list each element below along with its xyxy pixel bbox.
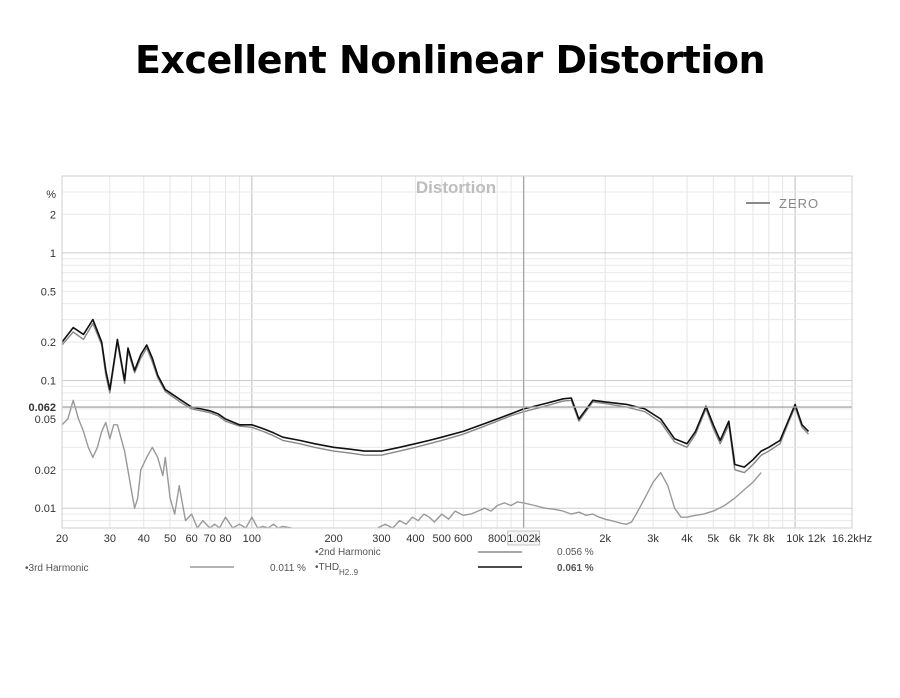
legend-3rd-harmonic-value: 0.011 % [270,563,306,574]
x-tick-label: 500 [433,533,451,545]
x-tick-label: 16.2kHz [832,533,872,545]
y-tick-label: 0.05 [35,414,56,426]
x-tick-label: 800 [488,533,506,545]
y-tick-label: 2 [50,209,56,221]
legend-thd-subscript: H2..9 [339,568,359,577]
x-tick-label: 5k [708,533,720,545]
x-tick-label: 600 [454,533,472,545]
bottom-legend: •2nd Harmonic 0.056 % •3rd Harmonic 0.011 %… [25,547,594,577]
x-tick-label: 70 [204,533,216,545]
x-tick-label: 400 [406,533,424,545]
y-tick-label: 0.01 [35,503,56,515]
y-tick-label: 0.062 [28,402,56,414]
chart-title: Distortion [416,178,496,197]
grid [61,175,852,529]
x-tick-label: 30 [104,533,116,545]
series-line-0 [61,318,810,468]
y-tick-label: 0.1 [41,376,56,388]
legend-3rd-harmonic-label: •3rd Harmonic [25,563,89,574]
top-legend-label: ZERO [779,196,819,211]
x-tick-label: 7k [747,533,759,545]
y-tick-label: 0.5 [41,286,56,298]
legend-thd-value: 0.061 % [557,563,594,574]
x-tick-label: 40 [138,533,150,545]
series-line-2 [61,399,292,529]
y-tick-label: 1 [50,248,56,260]
y-tick-label: 0.2 [41,337,56,349]
x-tick-label: 100 [243,533,261,545]
x-tick-label: 6k [729,533,741,545]
page-title: Excellent Nonlinear Distortion [134,38,766,82]
x-tick-label: 8k [763,533,775,545]
x-tick-label: 3k [647,533,659,545]
x-tick-label: 2k [599,533,611,545]
cursor-x-label-box [507,530,541,546]
plot-frame [61,175,853,529]
legend-2nd-harmonic-label: •2nd Harmonic [315,547,381,558]
x-axis-ticks: 20 30 40 50 60 70 80 100 200 300 400 500 600 800 1.002… [56,530,872,546]
legend-2nd-harmonic-value: 0.056 % [557,547,594,558]
x-tick-label: 4k [681,533,693,545]
series-layer [61,318,810,529]
x-tick-label: 60 [185,533,197,545]
series-line-1 [61,322,810,474]
x-tick-label: 12k [808,533,826,545]
legend-thd-label: •THD [315,562,339,573]
x-tick-label: 1.002k [507,533,541,545]
cursor [62,176,852,528]
x-tick-label: 80 [219,533,231,545]
top-legend: ZERO [746,196,819,211]
x-tick-label: 20 [56,533,68,545]
x-tick-label: 300 [372,533,390,545]
y-axis-unit: % [46,189,56,201]
x-tick-label: 200 [324,533,342,545]
series-line-3 [377,471,762,529]
x-tick-label: 10k [786,533,804,545]
y-tick-label: 0.02 [35,465,56,477]
x-tick-label: 50 [164,533,176,545]
